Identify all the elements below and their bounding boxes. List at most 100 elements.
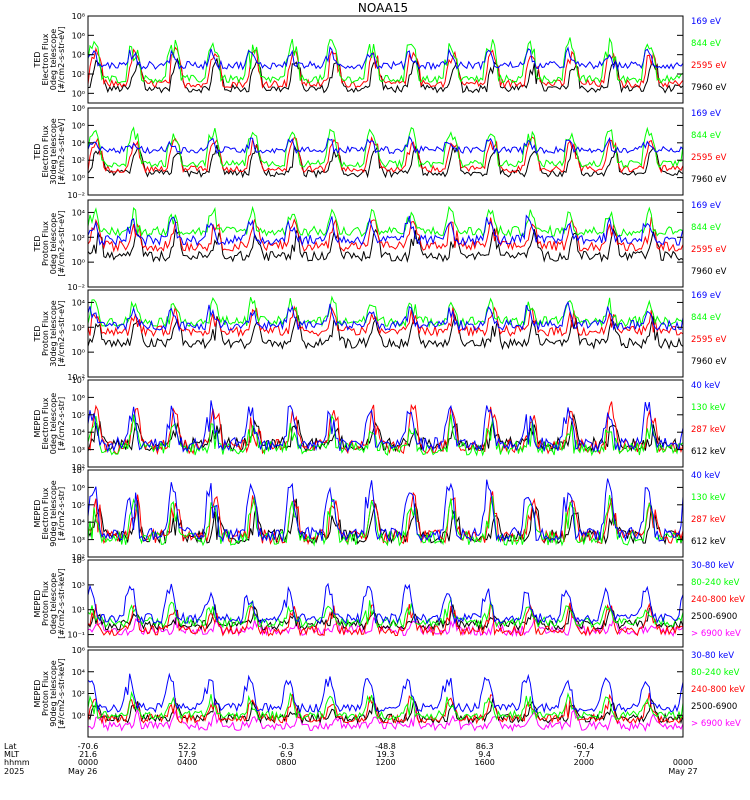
y-axis-label: TEDElectron Flux0deg telescope[#/cm2-s-s… — [33, 26, 66, 92]
y-tick-label: 10⁵ — [72, 411, 85, 420]
x-tick-label-date: May 26 — [68, 767, 97, 776]
y-tick-label: 10⁶ — [72, 646, 85, 655]
y-axis-label-line: Proton Flux — [41, 311, 50, 356]
y-axis-label: MEPEDProton Flux0deg telescope[#/cm2-s-s… — [33, 568, 66, 639]
y-tick-label: 10⁵ — [72, 501, 85, 510]
y-tick-label: 10⁴ — [72, 428, 85, 437]
y-tick-label: 10⁰ — [72, 711, 85, 720]
y-tick-label: 10⁻² — [67, 191, 85, 200]
series-trace-0 — [87, 498, 684, 545]
y-axis-label-line: Electron Flux — [41, 125, 50, 177]
y-tick-label: 10⁰ — [72, 174, 85, 183]
y-tick-label: 10⁰ — [72, 258, 85, 267]
legend-entry: 7960 eV — [691, 267, 727, 277]
panel-frame — [87, 199, 684, 288]
x-tick-label-mlt: 17.9 — [178, 750, 196, 759]
y-axis-label-line: Electron Flux — [41, 33, 50, 85]
panel-frame — [87, 379, 684, 468]
x-tick-label-hhmm: 1200 — [375, 758, 395, 767]
y-axis-label-line: 0deg telescope — [49, 29, 58, 90]
series-trace-4 — [87, 582, 684, 625]
series-trace-2 — [87, 602, 684, 637]
figure-title: NOAA15 — [358, 1, 408, 15]
legend-entry: 30-80 keV — [691, 651, 734, 661]
y-axis-label-line: [#/cm2-s-str] — [57, 397, 66, 450]
x-tick-label-mlt: 7.7 — [577, 750, 590, 759]
y-axis-label-line: Electron Flux — [41, 397, 50, 449]
x-tick-label-hhmm: 0000 — [673, 758, 693, 767]
y-tick-label: 10⁷ — [72, 466, 85, 475]
series-trace-1 — [87, 46, 684, 89]
legend-entry: 612 keV — [691, 447, 726, 457]
y-axis-label-line: [#/cm2-s-str-eV] — [57, 26, 66, 92]
panel-meped-electron-90deg: 10⁷ 10⁶ 10⁵ 10⁴ 10³ 10² MEPEDElectron Flux90de… — [33, 466, 726, 562]
series-trace-2 — [87, 126, 684, 169]
x-row-label: 2025 — [4, 767, 24, 776]
y-axis-label-line: [#/cm2-s-str-eV] — [57, 300, 66, 366]
y-axis-label: TEDElectron Flux30deg telescope[#/cm2-s-… — [33, 118, 66, 185]
x-tick-label-lat: -0.3 — [279, 742, 295, 751]
legend-entry: 40 keV — [691, 471, 720, 481]
series-trace-2 — [87, 495, 684, 547]
y-axis-label-line: 0deg telescope — [49, 393, 58, 454]
x-tick-label-mlt: 6.9 — [280, 750, 293, 759]
y-tick-label: 10⁴ — [72, 668, 85, 677]
y-tick-label: 10⁴ — [72, 51, 85, 60]
series-trace-4 — [87, 672, 684, 714]
x-tick-label-lat: 86.3 — [476, 742, 494, 751]
series-trace-2 — [87, 414, 684, 457]
series-trace-3 — [87, 135, 684, 156]
panel-meped-proton-90deg: 10⁶ 10⁴ 10² 10⁰ MEPEDProton Flux90deg telesc… — [33, 646, 745, 738]
x-tick-label-lat: 52.2 — [178, 742, 196, 751]
y-tick-label: 10⁸ — [72, 104, 85, 113]
series-trace-1 — [87, 401, 684, 456]
y-axis-label: MEPEDElectron Flux90deg telescope[#/cm2-… — [33, 480, 66, 547]
y-axis-label-line: Electron Flux — [41, 487, 50, 539]
panel-frame — [87, 469, 684, 558]
x-tick-label-hhmm: 1600 — [474, 758, 494, 767]
y-axis-label-line: [#/cm2-s-str] — [57, 487, 66, 540]
y-tick-label: 10² — [72, 156, 85, 165]
legend-entry: 169 eV — [691, 109, 721, 119]
x-tick-label-hhmm: 0000 — [78, 758, 98, 767]
y-axis-label-line: 90deg telescope — [49, 660, 58, 727]
legend-entry: 40 keV — [691, 381, 720, 391]
series-trace-0 — [87, 227, 684, 263]
series-trace-2 — [87, 205, 684, 238]
y-tick-label: 10⁶ — [72, 483, 85, 492]
series-trace-0 — [87, 57, 684, 94]
y-axis-label-line: Proton Flux — [41, 581, 50, 626]
y-tick-label: 10⁴ — [72, 518, 85, 527]
legend-entry: 30-80 keV — [691, 561, 734, 571]
panel-frame — [87, 107, 684, 196]
y-axis-label-line: TED — [33, 325, 42, 342]
x-row-label: Lat — [4, 742, 17, 751]
series-trace-3 — [87, 478, 684, 543]
y-axis-label-line: [#/cm2-s-str-keV] — [57, 568, 66, 639]
series-trace-3 — [87, 214, 684, 247]
panel-meped-electron-0deg: 10⁷ 10⁶ 10⁵ 10⁴ 10³ 10² MEPEDElectron Flux0deg… — [33, 376, 726, 472]
y-tick-label: 10⁶ — [72, 393, 85, 402]
legend-entry: 2595 eV — [691, 153, 727, 163]
y-tick-label: 10² — [72, 690, 85, 699]
y-tick-label: 10⁸ — [72, 12, 85, 21]
panel-frame — [87, 559, 684, 648]
legend-entry: 2595 eV — [691, 335, 727, 345]
x-tick-label-lat: -48.8 — [375, 742, 396, 751]
panel-frame — [87, 15, 684, 104]
y-tick-label: 10¹ — [72, 606, 85, 615]
y-tick-label: 10² — [72, 70, 85, 79]
legend-entry: 240-800 keV — [691, 595, 745, 605]
series-trace-1 — [87, 305, 684, 338]
x-tick-label-date: May 27 — [668, 767, 697, 776]
legend-entry: 7960 eV — [691, 175, 727, 185]
y-axis-label-line: Proton Flux — [41, 221, 50, 266]
legend-entry: 169 eV — [691, 17, 721, 27]
legend-entry: 2595 eV — [691, 61, 727, 71]
y-axis-label-line: [#/cm2-s-str-keV] — [57, 658, 66, 729]
y-tick-label: 10⁻² — [67, 283, 85, 292]
